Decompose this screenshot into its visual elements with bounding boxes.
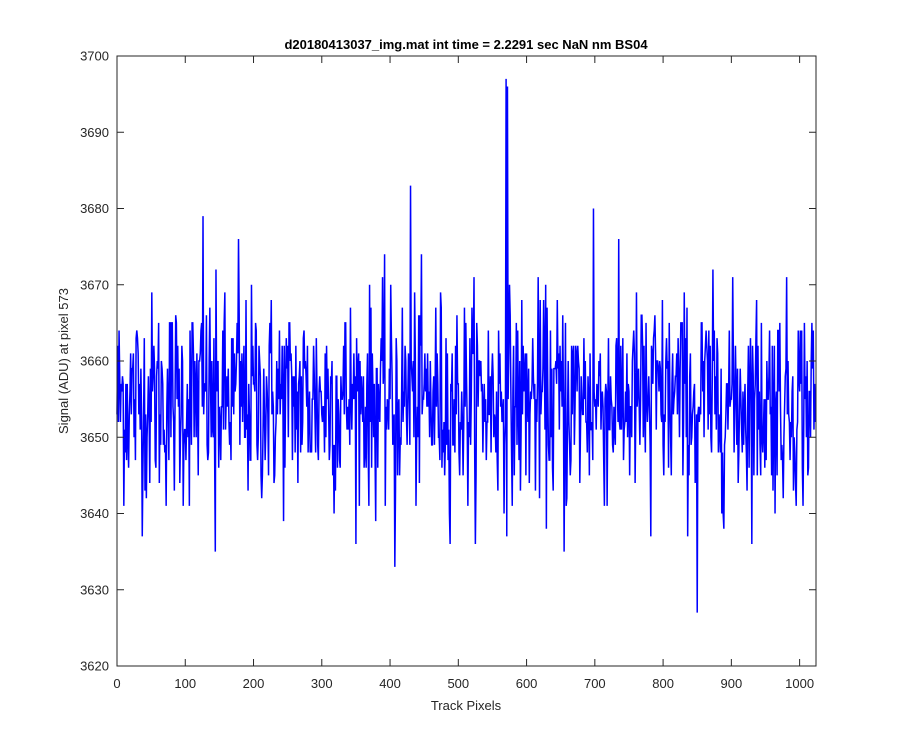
x-tick-label: 900: [721, 676, 743, 691]
y-axis-label: Signal (ADU) at pixel 573: [56, 288, 71, 434]
x-tick-label: 100: [174, 676, 196, 691]
x-tick-label: 0: [113, 676, 120, 691]
x-tick-label: 200: [243, 676, 265, 691]
x-tick-label: 500: [447, 676, 469, 691]
chart-title: d20180413037_img.mat int time = 2.2291 s…: [284, 37, 648, 52]
x-tick-label: 300: [311, 676, 333, 691]
y-tick-label: 3620: [80, 659, 109, 674]
axes-box: [116, 55, 817, 667]
data-layer: [116, 78, 817, 613]
y-tick-label: 3700: [80, 49, 109, 64]
x-tick-label: 600: [516, 676, 538, 691]
y-tick-label: 3630: [80, 582, 109, 597]
y-tick-label: 3640: [80, 506, 109, 521]
y-tick-label: 3680: [80, 201, 109, 216]
x-tick-label: 400: [379, 676, 401, 691]
x-tick-label: 800: [652, 676, 674, 691]
x-tick-label: 700: [584, 676, 606, 691]
x-axis-label: Track Pixels: [431, 698, 502, 713]
ticks-layer: 0 100 200 300 400 500 600 700 800 900 1000 3620 3630…: [80, 49, 816, 691]
y-tick-label: 3690: [80, 125, 109, 140]
y-tick-label: 3670: [80, 277, 109, 292]
y-tick-label: 3650: [80, 430, 109, 445]
signal-series-line: [116, 78, 817, 613]
x-tick-label: 1000: [785, 676, 814, 691]
y-tick-label: 3660: [80, 354, 109, 369]
